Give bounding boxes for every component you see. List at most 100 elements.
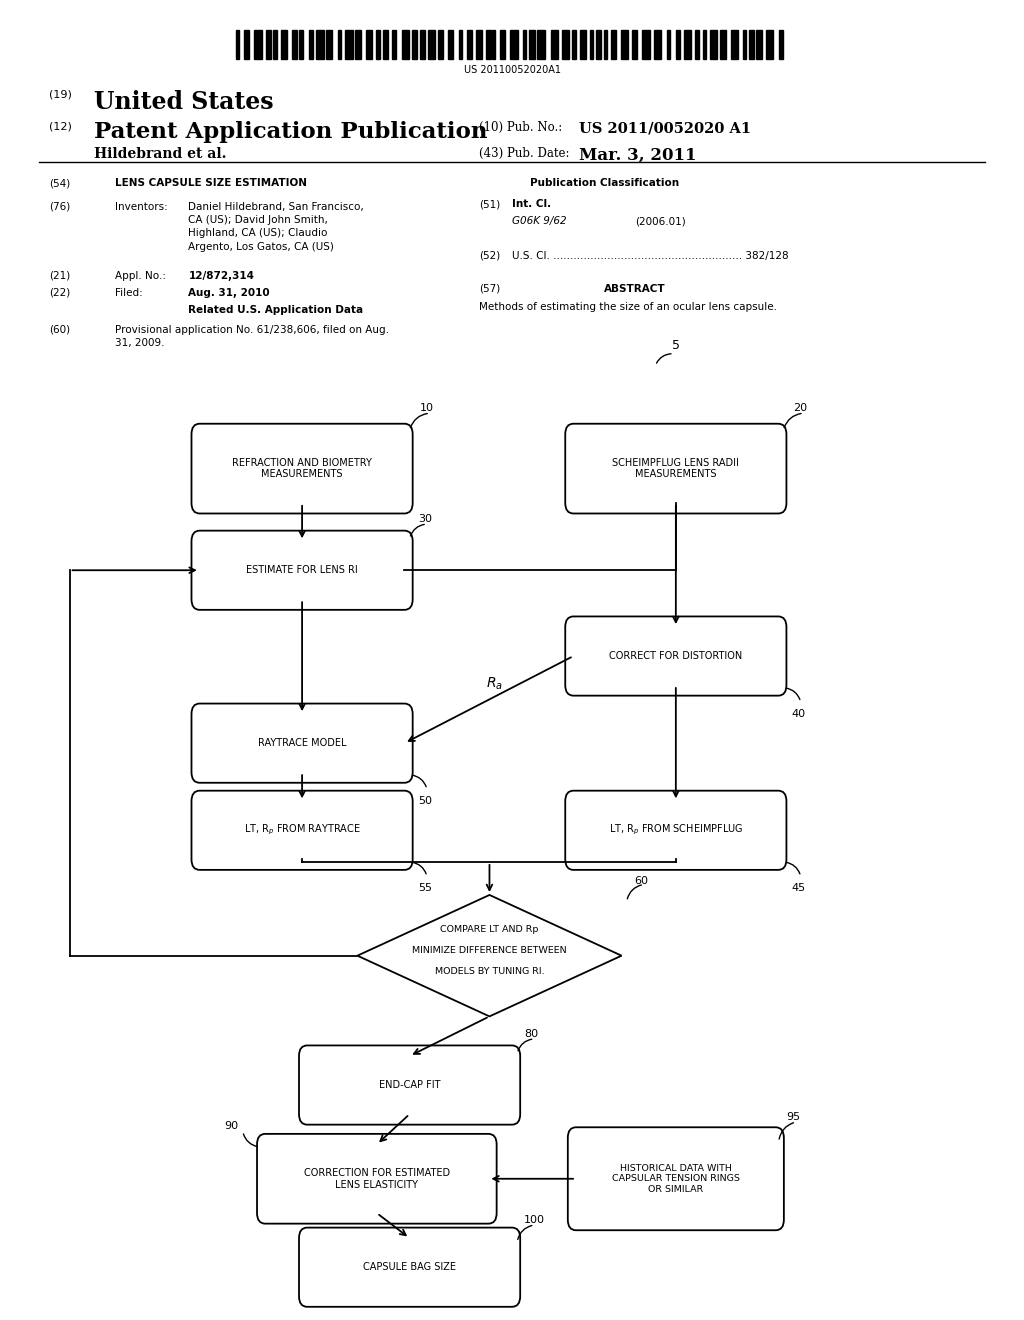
Bar (475, 30, 481, 59)
FancyBboxPatch shape (299, 1228, 520, 1307)
Bar (703, 30, 707, 59)
Text: SCHEIMPFLUG LENS RADII
MEASUREMENTS: SCHEIMPFLUG LENS RADII MEASUREMENTS (612, 458, 739, 479)
Bar (710, 30, 717, 59)
Text: 12/872,314: 12/872,314 (188, 271, 254, 281)
Bar (459, 30, 462, 59)
Bar (551, 30, 558, 59)
Bar (500, 30, 506, 59)
Text: Patent Application Publication: Patent Application Publication (94, 121, 487, 144)
Text: MODELS BY TUNING RI.: MODELS BY TUNING RI. (434, 968, 545, 975)
Text: United States: United States (94, 90, 273, 114)
Bar (720, 30, 726, 59)
Bar (597, 30, 601, 59)
Text: 95: 95 (786, 1111, 800, 1122)
Bar (366, 30, 372, 59)
Bar (610, 30, 615, 59)
Text: LT, R$_p$ FROM SCHEIMPFLUG: LT, R$_p$ FROM SCHEIMPFLUG (608, 824, 743, 837)
Text: Publication Classification: Publication Classification (529, 178, 679, 189)
Text: (22): (22) (49, 288, 71, 298)
Bar (668, 30, 670, 59)
Bar (523, 30, 525, 59)
Text: 20: 20 (794, 403, 808, 413)
Text: 100: 100 (524, 1214, 546, 1225)
Text: Mar. 3, 2011: Mar. 3, 2011 (579, 147, 696, 164)
Bar (447, 30, 453, 59)
Bar (590, 30, 593, 59)
FancyBboxPatch shape (191, 704, 413, 783)
Text: END-CAP FIT: END-CAP FIT (379, 1080, 440, 1090)
Text: U.S. Cl. ........................................................ 382/128: U.S. Cl. ...............................… (512, 251, 788, 261)
Text: RAYTRACE MODEL: RAYTRACE MODEL (258, 738, 346, 748)
FancyBboxPatch shape (565, 424, 786, 513)
Text: Methods of estimating the size of an ocular lens capsule.: Methods of estimating the size of an ocu… (479, 302, 777, 313)
Text: 55: 55 (418, 883, 432, 894)
Text: $R_a$: $R_a$ (485, 676, 503, 692)
Bar (731, 30, 738, 59)
Polygon shape (357, 895, 622, 1016)
Bar (684, 30, 690, 59)
Bar (493, 30, 496, 59)
Text: CORRECT FOR DISTORTION: CORRECT FOR DISTORTION (609, 651, 742, 661)
Text: 5: 5 (672, 339, 680, 352)
Text: 60: 60 (634, 875, 648, 886)
FancyBboxPatch shape (565, 616, 786, 696)
Bar (621, 30, 628, 59)
Text: G06K 9/62: G06K 9/62 (512, 216, 566, 227)
Text: 80: 80 (524, 1028, 539, 1039)
Text: (60): (60) (49, 325, 71, 335)
Text: COMPARE LT AND Rp: COMPARE LT AND Rp (440, 925, 539, 933)
Bar (510, 30, 518, 59)
Bar (779, 30, 782, 59)
Bar (383, 30, 388, 59)
Text: US 2011/0052020 A1: US 2011/0052020 A1 (579, 121, 751, 136)
FancyBboxPatch shape (567, 1127, 784, 1230)
Bar (236, 30, 239, 59)
Bar (642, 30, 650, 59)
Bar (338, 30, 341, 59)
Text: 30: 30 (418, 513, 432, 524)
FancyBboxPatch shape (565, 791, 786, 870)
Bar (604, 30, 607, 59)
Bar (676, 30, 680, 59)
Text: LENS CAPSULE SIZE ESTIMATION: LENS CAPSULE SIZE ESTIMATION (115, 178, 307, 189)
Bar (420, 30, 425, 59)
Bar (265, 30, 271, 59)
Text: 50: 50 (418, 796, 432, 807)
Text: Provisional application No. 61/238,606, filed on Aug.
31, 2009.: Provisional application No. 61/238,606, … (115, 325, 389, 348)
Bar (412, 30, 418, 59)
FancyBboxPatch shape (257, 1134, 497, 1224)
FancyBboxPatch shape (191, 424, 413, 513)
Bar (766, 30, 773, 59)
Bar (571, 30, 575, 59)
Text: (52): (52) (479, 251, 501, 261)
Text: (21): (21) (49, 271, 71, 281)
Bar (528, 30, 535, 59)
Text: Daniel Hildebrand, San Francisco,
CA (US); David John Smith,
Highland, CA (US); : Daniel Hildebrand, San Francisco, CA (US… (188, 202, 365, 252)
Text: (54): (54) (49, 178, 71, 189)
Text: 10: 10 (420, 403, 434, 413)
Text: Appl. No.:: Appl. No.: (115, 271, 166, 281)
Bar (538, 30, 545, 59)
Text: 45: 45 (792, 883, 806, 894)
Bar (345, 30, 353, 59)
Bar (355, 30, 360, 59)
Text: ESTIMATE FOR LENS RI: ESTIMATE FOR LENS RI (246, 565, 358, 576)
Bar (562, 30, 569, 59)
FancyBboxPatch shape (191, 791, 413, 870)
Text: (57): (57) (479, 284, 501, 294)
Text: REFRACTION AND BIOMETRY
MEASUREMENTS: REFRACTION AND BIOMETRY MEASUREMENTS (232, 458, 372, 479)
Text: ABSTRACT: ABSTRACT (604, 284, 666, 294)
Bar (254, 30, 261, 59)
Text: (10) Pub. No.:: (10) Pub. No.: (479, 121, 562, 135)
Text: (43) Pub. Date:: (43) Pub. Date: (479, 147, 569, 160)
Bar (428, 30, 435, 59)
Text: US 20110052020A1: US 20110052020A1 (464, 65, 560, 75)
Bar (376, 30, 380, 59)
Bar (401, 30, 409, 59)
Text: HISTORICAL DATA WITH
CAPSULAR TENSION RINGS
OR SIMILAR: HISTORICAL DATA WITH CAPSULAR TENSION RI… (612, 1164, 739, 1193)
Bar (750, 30, 755, 59)
Bar (281, 30, 287, 59)
Bar (244, 30, 249, 59)
Text: 90: 90 (224, 1121, 239, 1131)
Text: (12): (12) (49, 121, 72, 132)
